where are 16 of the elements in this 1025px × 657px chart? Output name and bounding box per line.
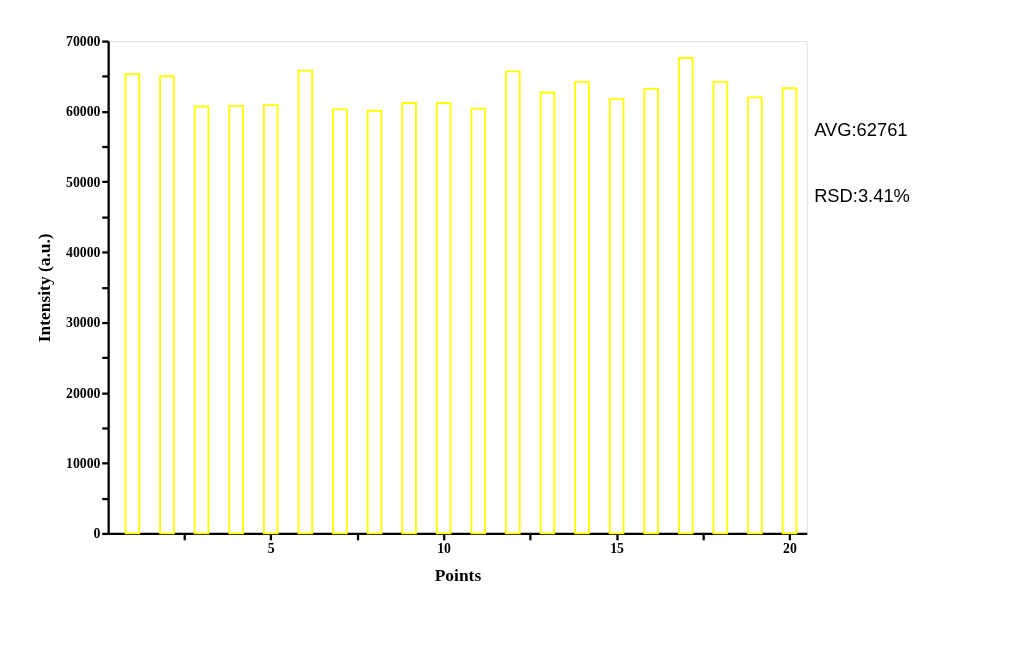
- y-tick-label: 60000: [66, 104, 101, 120]
- x-tick-label: 15: [610, 541, 625, 557]
- x-tick-label: 5: [267, 541, 275, 557]
- x-tick-label: 20: [783, 541, 797, 557]
- y-tick-label: 0: [93, 526, 101, 542]
- x-tick-label: 10: [437, 541, 452, 557]
- y-tick-label: 70000: [66, 34, 101, 50]
- y-tick-label: 40000: [66, 245, 101, 261]
- y-tick-label: 20000: [66, 385, 101, 401]
- text: RSD:3.41%: [814, 185, 910, 207]
- y-tick-label: 10000: [66, 456, 101, 472]
- y-tick-label: 50000: [66, 174, 101, 190]
- text: AVG:62761: [814, 119, 908, 141]
- y-axis-title: Intensity (a.u.): [33, 233, 54, 343]
- y-tick-label: 30000: [66, 315, 101, 331]
- x-axis-title: Points: [434, 564, 482, 585]
